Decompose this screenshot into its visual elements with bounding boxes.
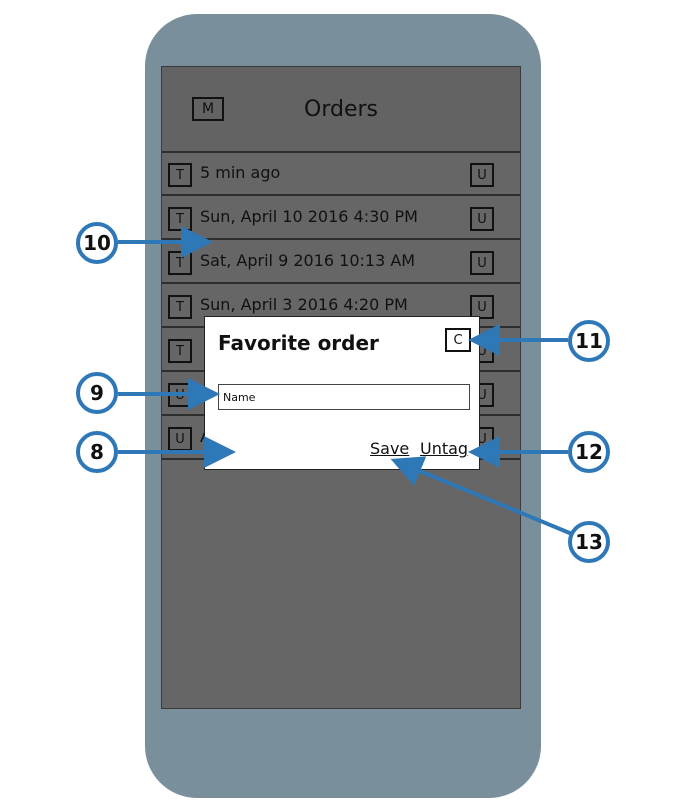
app-header: M Orders [162, 67, 520, 153]
order-row[interactable]: T Sat, April 9 2016 10:13 AM U [162, 240, 520, 284]
dialog-title: Favorite order [218, 331, 379, 355]
callout-12: 12 [568, 431, 610, 473]
name-input[interactable] [218, 384, 470, 410]
tag-button[interactable]: T [168, 207, 192, 231]
untag-link[interactable]: Untag [420, 439, 469, 458]
tag-button[interactable]: T [168, 251, 192, 275]
callout-13: 13 [568, 521, 610, 563]
order-time-label: 5 min ago [200, 163, 281, 182]
order-time-label: Sun, April 3 2016 4:20 PM [200, 295, 408, 314]
save-button[interactable]: Save [370, 439, 410, 458]
order-row[interactable]: T 5 min ago U [162, 152, 520, 196]
arrow-13 [390, 456, 573, 536]
tag-button[interactable]: T [168, 295, 192, 319]
menu-button[interactable]: M [192, 97, 224, 121]
callout-11: 11 [568, 320, 610, 362]
order-row[interactable]: T Sun, April 10 2016 4:30 PM U [162, 196, 520, 240]
callout-9: 9 [76, 372, 118, 414]
favorite-order-dialog: Favorite order C Save Untag [204, 316, 480, 470]
callout-8: 8 [76, 431, 118, 473]
page-title: Orders [304, 97, 378, 122]
order-time-label: Sun, April 10 2016 4:30 PM [200, 207, 418, 226]
untag-button[interactable]: U [470, 251, 494, 275]
untag-button[interactable]: U [470, 207, 494, 231]
untag-button[interactable]: U [470, 295, 494, 319]
callout-10: 10 [76, 222, 118, 264]
untag-button[interactable]: U [470, 163, 494, 187]
tag-button[interactable]: T [168, 339, 192, 363]
order-time-label: Sat, April 9 2016 10:13 AM [200, 251, 416, 270]
tag-button[interactable]: T [168, 163, 192, 187]
